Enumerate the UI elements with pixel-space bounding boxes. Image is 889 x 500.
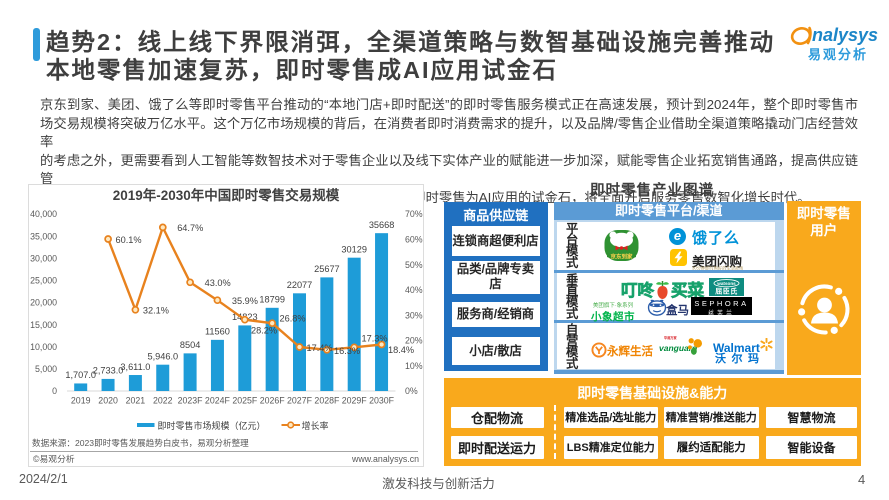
svg-text:50%: 50% <box>405 260 423 270</box>
svg-text:屈臣氏: 屈臣氏 <box>715 286 738 295</box>
svg-text:18.4%: 18.4% <box>388 345 414 355</box>
svg-text:16.3%: 16.3% <box>334 346 360 356</box>
svg-text:30,000: 30,000 <box>30 254 57 264</box>
svg-text:2019年-2030年中国即时零售交易规模: 2019年-2030年中国即时零售交易规模 <box>113 187 340 203</box>
svg-text:64.7%: 64.7% <box>177 223 203 233</box>
svg-text:2025F: 2025F <box>232 396 258 406</box>
svg-text:25677: 25677 <box>314 264 340 274</box>
svg-text:30129: 30129 <box>341 245 367 255</box>
svg-text:3,611.0: 3,611.0 <box>120 362 150 372</box>
svg-text:2024F: 2024F <box>205 396 231 406</box>
svg-text:0%: 0% <box>405 386 418 396</box>
svg-text:©易观分析: ©易观分析 <box>33 453 75 464</box>
svg-text:2023F: 2023F <box>178 396 204 406</box>
svg-text:10,000: 10,000 <box>30 342 57 352</box>
svg-text:2020: 2020 <box>98 396 118 406</box>
svg-text:0: 0 <box>52 386 57 396</box>
svg-text:2027F: 2027F <box>287 396 313 406</box>
svg-text:5,000: 5,000 <box>35 364 57 374</box>
svg-text:17.4%: 17.4% <box>307 343 333 353</box>
svg-text:40%: 40% <box>405 285 423 295</box>
svg-text:2029F: 2029F <box>342 396 368 406</box>
svg-text:www.analysys.cn: www.analysys.cn <box>351 454 419 464</box>
svg-text:35668: 35668 <box>369 220 395 230</box>
svg-text:2030F: 2030F <box>369 396 395 406</box>
svg-text:43.0%: 43.0% <box>205 278 231 288</box>
svg-text:1,707.0: 1,707.0 <box>65 370 96 380</box>
svg-text:数据来源：2023即时零售发展趋势白皮书，易观分析整理: 数据来源：2023即时零售发展趋势白皮书，易观分析整理 <box>32 437 249 448</box>
svg-text:京东到家: 京东到家 <box>610 253 633 261</box>
svg-text:35.9%: 35.9% <box>232 296 258 306</box>
svg-text:2022: 2022 <box>153 396 173 406</box>
svg-text:35,000: 35,000 <box>30 231 57 241</box>
svg-text:18799: 18799 <box>259 295 285 305</box>
svg-text:26.8%: 26.8% <box>280 314 306 324</box>
svg-text:11560: 11560 <box>205 327 230 337</box>
svg-text:2028F: 2028F <box>314 396 340 406</box>
svg-text:即时零售市场规模（亿元）: 即时零售市场规模（亿元） <box>158 420 266 431</box>
svg-text:2021: 2021 <box>126 396 146 406</box>
svg-text:70%: 70% <box>405 209 423 219</box>
svg-text:17.3%: 17.3% <box>362 334 388 344</box>
svg-text:60.1%: 60.1% <box>116 235 142 245</box>
svg-text:8504: 8504 <box>180 340 200 350</box>
svg-text:5,946.0: 5,946.0 <box>147 352 178 362</box>
svg-text:watsons: watsons <box>716 281 736 286</box>
svg-text:28.2%: 28.2% <box>251 326 277 336</box>
svg-text:60%: 60% <box>405 235 423 245</box>
svg-text:20%: 20% <box>405 336 423 346</box>
svg-text:2,733.0: 2,733.0 <box>93 366 124 376</box>
svg-text:增长率: 增长率 <box>302 420 329 431</box>
svg-text:2026F: 2026F <box>260 396 286 406</box>
svg-text:22077: 22077 <box>287 280 313 290</box>
svg-text:15,000: 15,000 <box>30 320 57 330</box>
svg-text:2019: 2019 <box>71 396 91 406</box>
svg-text:25,000: 25,000 <box>30 276 57 286</box>
svg-text:20,000: 20,000 <box>30 298 57 308</box>
svg-text:32.1%: 32.1% <box>143 306 169 316</box>
svg-text:30%: 30% <box>405 310 423 320</box>
svg-text:40,000: 40,000 <box>30 209 57 219</box>
svg-text:10%: 10% <box>405 361 423 371</box>
